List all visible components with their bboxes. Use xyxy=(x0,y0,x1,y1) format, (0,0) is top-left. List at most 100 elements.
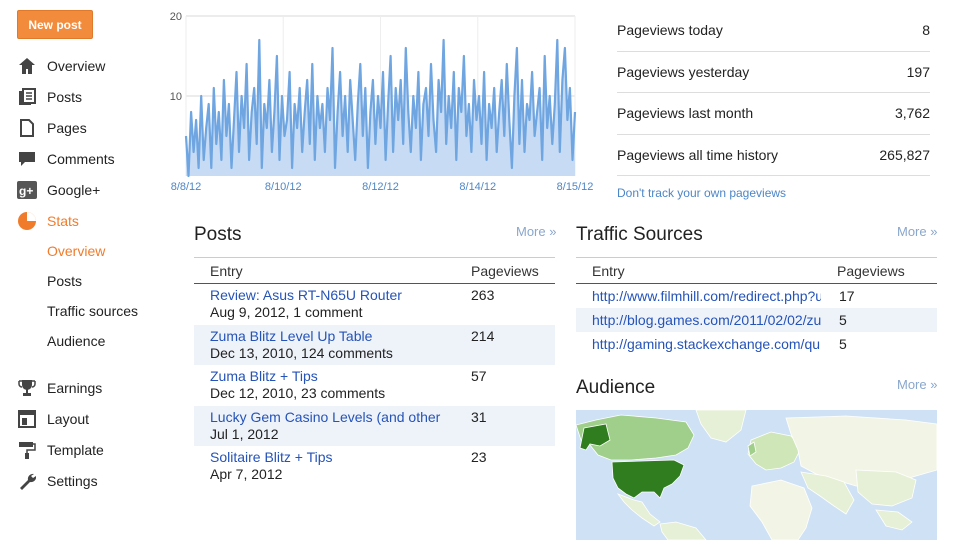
post-pageviews: 57 xyxy=(471,368,487,384)
pageviews-label: Pageviews last month xyxy=(617,105,754,122)
traffic-source-link[interactable]: http://www.filmhill.com/redirect.php?u xyxy=(592,288,821,304)
sidebar-item-overview[interactable]: Overview xyxy=(17,50,177,81)
pageviews-value: 265,827 xyxy=(879,146,930,163)
table-row: http://gaming.stackexchange.com/qu 5 xyxy=(576,332,937,356)
column-header-entry: Entry xyxy=(210,262,243,279)
layout-icon xyxy=(17,409,37,429)
audience-more-link[interactable]: More » xyxy=(897,377,938,392)
sidebar-item-stats[interactable]: Stats xyxy=(17,205,177,236)
traffic-sources-table: Entry Pageviews http://www.filmhill.com/… xyxy=(576,257,937,356)
x-tick-label: 8/10/12 xyxy=(265,181,302,193)
table-row: http://www.filmhill.com/redirect.php?u 1… xyxy=(576,284,937,308)
dont-track-pageviews-link[interactable]: Don't track your own pageviews xyxy=(617,186,787,200)
y-tick-label: 20 xyxy=(170,11,182,23)
stats-sub-traffic-sources[interactable]: Traffic sources xyxy=(47,303,139,319)
table-row: Lucky Gem Casino Levels (and other Jul 1,… xyxy=(194,405,555,446)
sidebar-item-google-plus[interactable]: g+ Google+ xyxy=(17,174,177,205)
post-meta: Apr 7, 2012 xyxy=(210,466,283,482)
sidebar-item-template[interactable]: Template xyxy=(17,434,177,465)
traffic-more-link[interactable]: More » xyxy=(897,224,938,239)
pageviews-value: 3,762 xyxy=(894,105,930,122)
pages-icon xyxy=(17,118,37,138)
column-header-entry: Entry xyxy=(592,262,625,279)
stats-pie-icon xyxy=(17,211,37,231)
posts-icon xyxy=(17,87,37,107)
x-tick-label: 8/15/12 xyxy=(557,181,594,193)
traffic-source-pageviews: 5 xyxy=(839,336,847,352)
table-row: Zuma Blitz + Tips Dec 12, 2010, 23 commen… xyxy=(194,365,555,406)
posts-more-link[interactable]: More » xyxy=(516,224,557,239)
chart-area-fill xyxy=(186,40,575,176)
stats-sub-audience[interactable]: Audience xyxy=(47,333,106,349)
pageviews-today-row: Pageviews today 8 xyxy=(617,10,930,52)
pageviews-value: 8 xyxy=(922,22,930,39)
sidebar-item-label: Earnings xyxy=(47,379,103,396)
paint-roller-icon xyxy=(17,440,37,460)
y-tick-label: 10 xyxy=(170,91,182,103)
sidebar-item-pages[interactable]: Pages xyxy=(17,112,177,143)
sidebar-item-label: Layout xyxy=(47,410,90,427)
post-title-link[interactable]: Zuma Blitz Level Up Table xyxy=(210,327,373,344)
pageviews-label: Pageviews today xyxy=(617,22,723,39)
sidebar-item-comments[interactable]: Comments xyxy=(17,143,177,174)
sidebar-item-label: Settings xyxy=(47,472,98,489)
sidebar-item-label: Template xyxy=(47,441,104,458)
pageviews-chart: 20 10 8/8/12 8/10/12 8/12/12 8/14/12 8/15/12 xyxy=(170,11,594,193)
traffic-source-link[interactable]: http://gaming.stackexchange.com/qu xyxy=(592,336,821,352)
traffic-sources-panel-title: Traffic Sources xyxy=(576,224,703,245)
sidebar-item-label: Stats xyxy=(47,212,79,229)
sidebar-item-posts[interactable]: Posts xyxy=(17,81,177,112)
pageviews-all-time-row: Pageviews all time history 265,827 xyxy=(617,135,930,176)
post-pageviews: 31 xyxy=(471,408,487,425)
column-header-pageviews: Pageviews xyxy=(471,262,539,279)
post-title-link[interactable]: Review: Asus RT-N65U Router xyxy=(210,287,402,303)
audience-panel-title: Audience xyxy=(576,377,656,398)
x-tick-label: 8/12/12 xyxy=(362,181,399,193)
x-tick-label: 8/14/12 xyxy=(459,181,496,193)
sidebar-nav: Overview Posts Pages Comments g+ Google+ xyxy=(17,50,177,496)
traffic-source-pageviews: 17 xyxy=(839,288,855,304)
post-meta: Aug 9, 2012, 1 comment xyxy=(210,304,363,320)
audience-world-map[interactable] xyxy=(576,410,937,540)
column-header-pageviews: Pageviews xyxy=(837,262,905,279)
svg-text:g+: g+ xyxy=(19,184,33,198)
home-icon xyxy=(17,56,37,76)
sidebar-item-earnings[interactable]: Earnings xyxy=(17,372,177,403)
wrench-icon xyxy=(17,471,37,491)
sidebar-item-settings[interactable]: Settings xyxy=(17,465,177,496)
post-meta: Dec 12, 2010, 23 comments xyxy=(210,385,386,401)
sidebar-item-layout[interactable]: Layout xyxy=(17,403,177,434)
traffic-source-link[interactable]: http://blog.games.com/2011/02/02/zu xyxy=(592,312,821,328)
post-title-link[interactable]: Solitaire Blitz + Tips xyxy=(210,449,333,465)
post-pageviews: 23 xyxy=(471,449,487,465)
post-title-link[interactable]: Lucky Gem Casino Levels (and other xyxy=(210,408,441,425)
post-pageviews: 214 xyxy=(471,327,495,344)
comments-icon xyxy=(17,149,37,169)
table-row: Solitaire Blitz + Tips Apr 7, 2012 23 xyxy=(194,446,555,487)
sidebar-item-label: Pages xyxy=(47,119,87,136)
post-meta: Dec 13, 2010, 124 comments xyxy=(210,344,393,361)
stats-sub-posts[interactable]: Posts xyxy=(47,273,83,289)
table-row: Review: Asus RT-N65U Router Aug 9, 2012, … xyxy=(194,284,555,325)
post-pageviews: 263 xyxy=(471,287,495,303)
sidebar-item-label: Google+ xyxy=(47,181,101,198)
sidebar-item-label: Posts xyxy=(47,88,83,105)
post-meta: Jul 1, 2012 xyxy=(210,425,279,442)
pageviews-last-month-row: Pageviews last month 3,762 xyxy=(617,93,930,135)
table-row: Zuma Blitz Level Up Table Dec 13, 2010, 1… xyxy=(194,324,555,365)
pageviews-label: Pageviews all time history xyxy=(617,146,779,163)
traffic-source-pageviews: 5 xyxy=(839,312,847,328)
posts-panel-title: Posts xyxy=(194,224,242,245)
stats-sub-overview[interactable]: Overview xyxy=(47,243,106,259)
pageviews-summary: Pageviews today 8 Pageviews yesterday 19… xyxy=(617,10,930,176)
new-post-button[interactable]: New post xyxy=(17,10,93,39)
x-tick-label: 8/8/12 xyxy=(171,181,202,193)
posts-table-header: Entry Pageviews xyxy=(194,258,555,284)
google-plus-icon: g+ xyxy=(17,180,37,200)
posts-table: Entry Pageviews Review: Asus RT-N65U Rou… xyxy=(194,257,555,487)
world-map-graphic xyxy=(576,410,937,540)
post-title-link[interactable]: Zuma Blitz + Tips xyxy=(210,368,318,384)
trophy-icon xyxy=(17,378,37,398)
table-row: http://blog.games.com/2011/02/02/zu 5 xyxy=(576,308,937,332)
